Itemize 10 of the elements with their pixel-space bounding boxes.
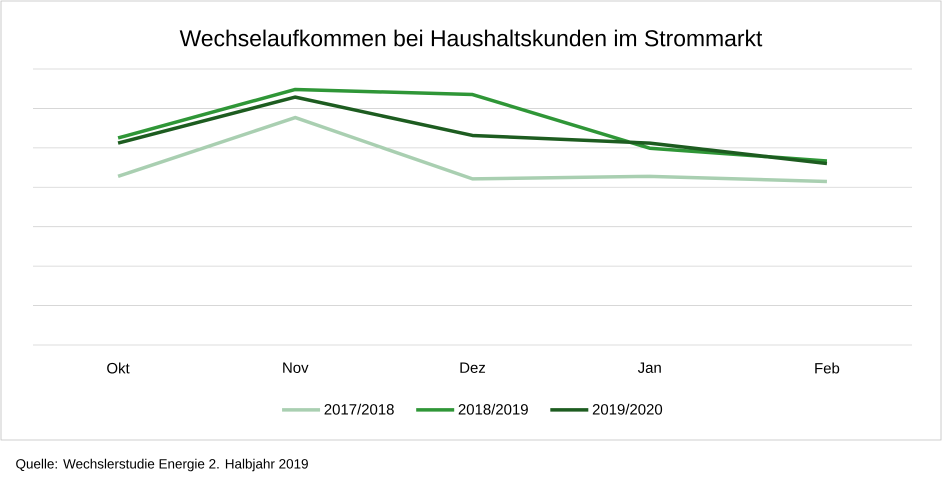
chart-title: Wechselaufkommen bei Haushaltskunden im Strommarkt [180,30,762,46]
x-tick-label: Nov [283,362,309,373]
x-tick-label: Okt [107,362,130,374]
legend-label: 2019/2020 [592,404,662,415]
legend-label: 2018/2019 [458,404,528,415]
source-note: Quelle: Wechslerstudie Energie 2. Halbjahr 2019 [16,458,308,472]
x-tick-label: Dez [460,362,486,373]
x-tick-label: Jan [638,362,661,373]
x-tick-label: Feb [815,362,840,374]
legend-label: 2017/2018 [324,404,394,415]
